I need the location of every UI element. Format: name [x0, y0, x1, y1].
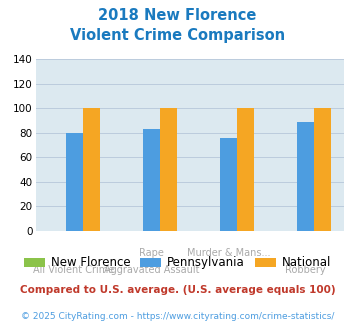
- Text: Rape: Rape: [139, 248, 164, 258]
- Legend: New Florence, Pennsylvania, National: New Florence, Pennsylvania, National: [19, 252, 336, 274]
- Text: © 2025 CityRating.com - https://www.cityrating.com/crime-statistics/: © 2025 CityRating.com - https://www.city…: [21, 312, 334, 321]
- Bar: [237, 109, 254, 231]
- Text: Murder & Mans...: Murder & Mans...: [187, 248, 270, 258]
- Text: 2018 New Florence: 2018 New Florence: [98, 8, 257, 23]
- Text: Robbery: Robbery: [285, 265, 326, 275]
- Bar: [297, 122, 314, 231]
- Bar: [314, 109, 331, 231]
- Bar: [220, 138, 237, 231]
- Text: Aggravated Assault: Aggravated Assault: [104, 265, 199, 275]
- Text: Violent Crime Comparison: Violent Crime Comparison: [70, 28, 285, 43]
- Bar: [83, 109, 100, 231]
- Bar: [160, 109, 177, 231]
- Text: Compared to U.S. average. (U.S. average equals 100): Compared to U.S. average. (U.S. average …: [20, 285, 335, 295]
- Bar: [143, 129, 160, 231]
- Bar: [66, 133, 83, 231]
- Text: All Violent Crime: All Violent Crime: [33, 265, 115, 275]
